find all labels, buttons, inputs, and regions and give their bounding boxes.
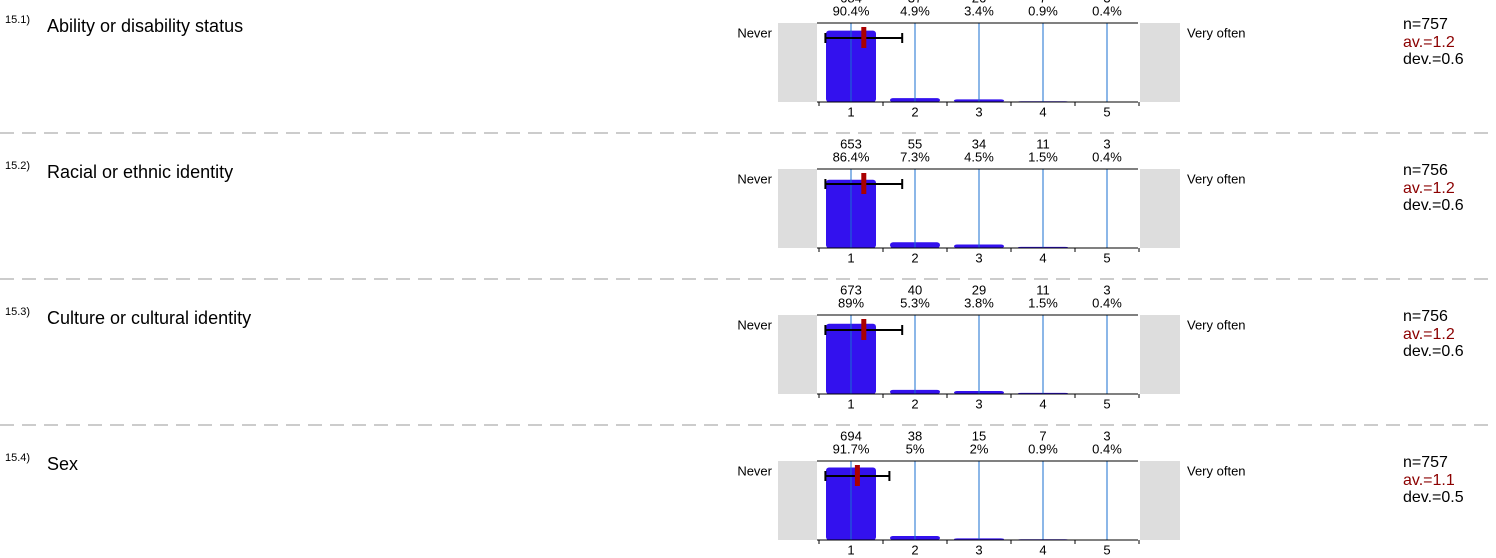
right-label: Very often (1187, 463, 1246, 478)
count: 7 (1039, 428, 1046, 443)
count: 40 (908, 282, 922, 297)
percent: 3.4% (964, 3, 994, 18)
scale-label: 5 (1103, 542, 1110, 557)
dev: dev.=0.6 (1403, 197, 1464, 214)
count: 3 (1103, 282, 1110, 297)
right-label: Very often (1187, 317, 1246, 332)
scale-label: 1 (847, 396, 854, 411)
scale-label: 5 (1103, 396, 1110, 411)
percent: 91.7% (833, 441, 870, 456)
count: 15 (972, 428, 986, 443)
dev: dev.=0.5 (1403, 489, 1464, 506)
item-number: 15.4) (5, 452, 30, 464)
count: 3 (1103, 428, 1110, 443)
right-gray (1140, 315, 1180, 394)
mean: av.=1.2 (1403, 326, 1455, 343)
scale-label: 1 (847, 542, 854, 557)
percent: 5.3% (900, 295, 930, 310)
scale-label: 2 (911, 104, 918, 119)
count: 34 (972, 136, 986, 151)
n: n=757 (1403, 16, 1448, 33)
scale-label: 3 (975, 396, 982, 411)
scale-label: 2 (911, 396, 918, 411)
scale-label: 2 (911, 250, 918, 265)
scale-label: 5 (1103, 250, 1110, 265)
right-label: Very often (1187, 171, 1246, 186)
count: 29 (972, 282, 986, 297)
left-gray (778, 315, 817, 394)
dev: dev.=0.6 (1403, 51, 1464, 68)
scale-label: 3 (975, 104, 982, 119)
count: 673 (840, 282, 862, 297)
count: 26 (972, 0, 986, 5)
scale-label: 3 (975, 250, 982, 265)
percent: 1.5% (1028, 295, 1058, 310)
left-gray (778, 169, 817, 248)
scale-label: 1 (847, 104, 854, 119)
left-label: Never (737, 171, 772, 186)
scale-label: 2 (911, 542, 918, 557)
count: 11 (1036, 136, 1050, 151)
percent: 0.9% (1028, 441, 1058, 456)
right-gray (1140, 169, 1180, 248)
percent: 89% (838, 295, 864, 310)
item-number: 15.1) (5, 14, 30, 26)
percent: 86.4% (833, 149, 870, 164)
percent: 0.4% (1092, 3, 1122, 18)
count: 3 (1103, 0, 1110, 5)
item-number: 15.3) (5, 306, 30, 318)
percent: 0.4% (1092, 441, 1122, 456)
right-label: Very often (1187, 25, 1246, 40)
count: 694 (840, 428, 862, 443)
n: n=756 (1403, 308, 1448, 325)
percent: 1.5% (1028, 149, 1058, 164)
count: 653 (840, 136, 862, 151)
left-label: Never (737, 25, 772, 40)
item-title: Ability or disability status (47, 16, 243, 36)
percent: 2% (970, 441, 989, 456)
count: 55 (908, 136, 922, 151)
percent: 7.3% (900, 149, 930, 164)
item-title: Racial or ethnic identity (47, 162, 233, 182)
mean: av.=1.2 (1403, 180, 1455, 197)
scale-label: 4 (1039, 396, 1046, 411)
scale-label: 4 (1039, 542, 1046, 557)
mean: av.=1.2 (1403, 34, 1455, 51)
count: 11 (1036, 282, 1050, 297)
n: n=756 (1403, 162, 1448, 179)
left-label: Never (737, 317, 772, 332)
n: n=757 (1403, 454, 1448, 471)
count: 684 (840, 0, 862, 5)
item-title: Culture or cultural identity (47, 308, 251, 328)
count: 38 (908, 428, 922, 443)
right-gray (1140, 23, 1180, 102)
left-label: Never (737, 463, 772, 478)
percent: 90.4% (833, 3, 870, 18)
count: 7 (1039, 0, 1046, 5)
scale-label: 3 (975, 542, 982, 557)
percent: 5% (906, 441, 925, 456)
percent: 4.9% (900, 3, 930, 18)
scale-label: 5 (1103, 104, 1110, 119)
left-gray (778, 461, 817, 540)
percent: 3.8% (964, 295, 994, 310)
count: 3 (1103, 136, 1110, 151)
percent: 0.4% (1092, 149, 1122, 164)
count: 37 (908, 0, 922, 5)
item-number: 15.2) (5, 160, 30, 172)
right-gray (1140, 461, 1180, 540)
percent: 4.5% (964, 149, 994, 164)
dev: dev.=0.6 (1403, 343, 1464, 360)
percent: 0.4% (1092, 295, 1122, 310)
mean: av.=1.1 (1403, 472, 1455, 489)
percent: 0.9% (1028, 3, 1058, 18)
left-gray (778, 23, 817, 102)
scale-label: 4 (1039, 250, 1046, 265)
scale-label: 4 (1039, 104, 1046, 119)
item-title: Sex (47, 454, 78, 474)
scale-label: 1 (847, 250, 854, 265)
